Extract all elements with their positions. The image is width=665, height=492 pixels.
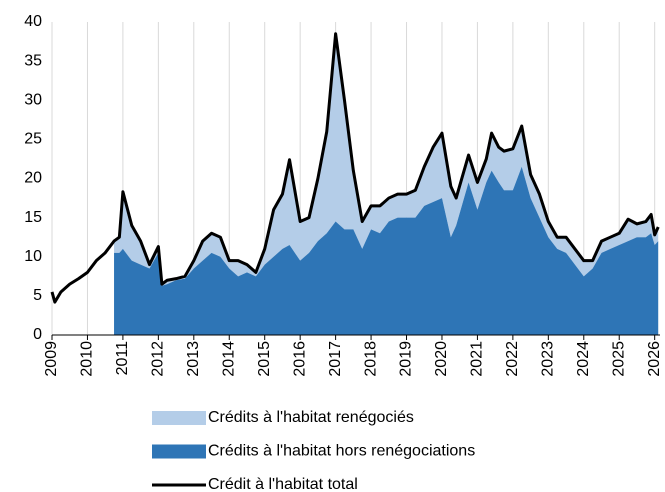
x-tick-label: 2009 [43,341,60,377]
y-tick-label: 25 [24,131,42,148]
y-tick-label: 35 [24,52,42,69]
legend-swatch [152,411,206,425]
legend-label: Crédits à l'habitat renégociés [208,409,414,426]
y-tick-label: 20 [24,170,42,187]
legend-label: Crédit à l'habitat total [208,476,358,492]
y-tick-label: 40 [24,13,42,30]
x-tick-label: 2023 [540,341,557,377]
x-tick-label: 2015 [256,341,273,377]
y-tick-label: 0 [33,326,42,343]
x-tick-label: 2010 [79,341,96,377]
x-tick-label: 2022 [504,341,521,377]
x-tick-label: 2017 [327,341,344,377]
x-tick-label: 2013 [185,341,202,377]
x-tick-label: 2026 [646,341,663,377]
legend-swatch [152,444,206,459]
y-tick-label: 15 [24,209,42,226]
area-hors-renegociations [114,166,659,335]
x-tick-label: 2019 [398,341,415,377]
x-tick-label: 2016 [291,341,308,377]
y-tick-label: 5 [33,287,42,304]
y-tick-label: 30 [24,91,42,108]
y-tick-label: 10 [24,248,42,265]
x-tick-label: 2024 [575,341,592,377]
x-tick-label: 2020 [433,341,450,377]
x-tick-label: 2012 [150,341,167,377]
x-tick-label: 2018 [362,341,379,377]
legend-label: Crédits à l'habitat hors renégociations [208,443,475,460]
x-tick-label: 2021 [469,341,486,377]
x-tick-label: 2011 [114,341,131,376]
x-tick-label: 2025 [610,341,627,377]
total-line [50,32,660,304]
x-tick-label: 2014 [220,341,237,377]
